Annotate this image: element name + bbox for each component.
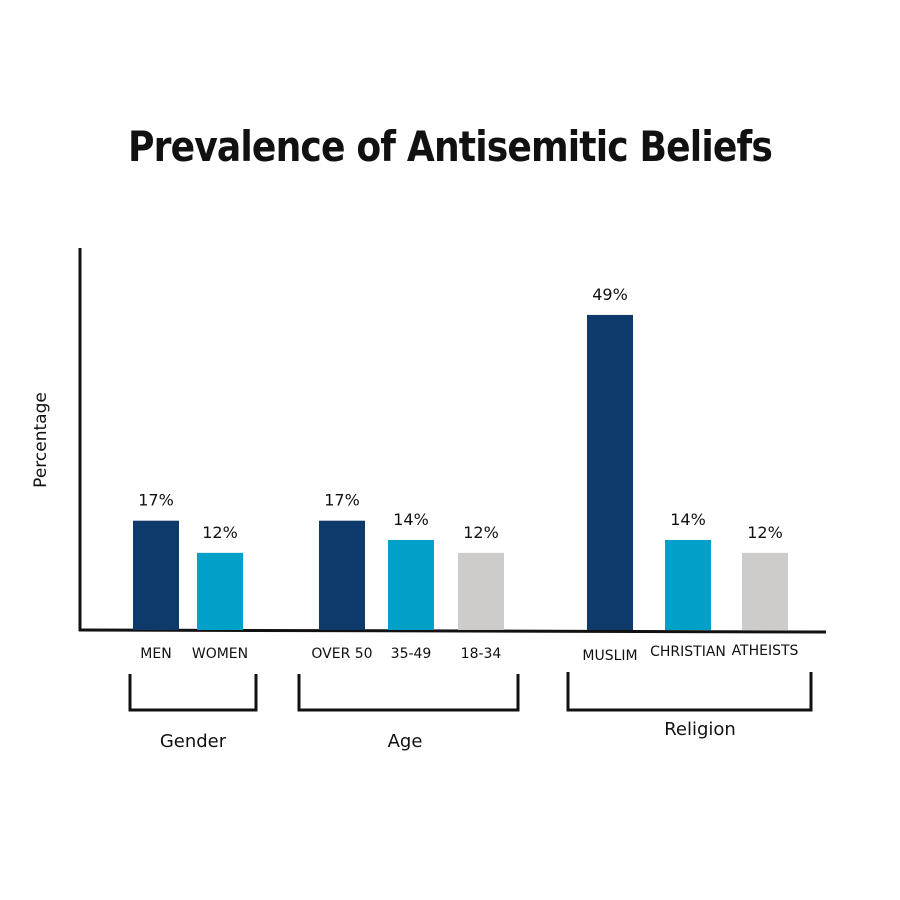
bars-layer: 17% MEN 12% WOMEN Gender 17% OVER 50 14% 35-49 12… <box>128 285 813 752</box>
data-label-women: 12% <box>202 523 238 542</box>
category-label-over-50: OVER 50 <box>311 646 372 662</box>
data-label-over-50: 17% <box>324 491 360 510</box>
data-label-18-34: 12% <box>463 523 499 542</box>
data-label-35-49: 14% <box>393 510 429 529</box>
data-label-men: 17% <box>138 491 174 510</box>
bar-women <box>197 552 243 630</box>
y-axis-label: Percentage <box>31 392 51 488</box>
group-label-religion: Religion <box>664 719 736 740</box>
category-label-christian: CHRISTIAN <box>650 644 726 660</box>
data-label-muslim: 49% <box>592 285 628 304</box>
group-label-gender: Gender <box>160 731 227 752</box>
group-bracket-age <box>297 674 520 712</box>
bar-over-50 <box>319 520 365 630</box>
group-label-age: Age <box>388 731 423 752</box>
data-label-christian: 14% <box>670 510 706 529</box>
bar-christian <box>665 539 711 630</box>
category-label-men: MEN <box>140 646 171 662</box>
category-label-35-49: 35-49 <box>391 646 432 662</box>
bar-atheists <box>742 552 788 630</box>
x-axis <box>78 628 827 634</box>
category-label-18-34: 18-34 <box>461 646 502 662</box>
chart-title: Prevalence of Antisemitic Beliefs <box>128 122 773 171</box>
group-bracket-religion <box>566 672 813 712</box>
group-bracket-gender <box>128 674 258 712</box>
bar-35-49 <box>388 539 434 630</box>
bar-18-34 <box>458 552 504 630</box>
bar-men <box>133 520 179 630</box>
category-label-women: WOMEN <box>192 646 248 662</box>
bar-muslim <box>587 314 633 630</box>
category-label-atheists: ATHEISTS <box>732 643 799 659</box>
data-label-atheists: 12% <box>747 523 783 542</box>
category-label-muslim: MUSLIM <box>582 648 637 664</box>
